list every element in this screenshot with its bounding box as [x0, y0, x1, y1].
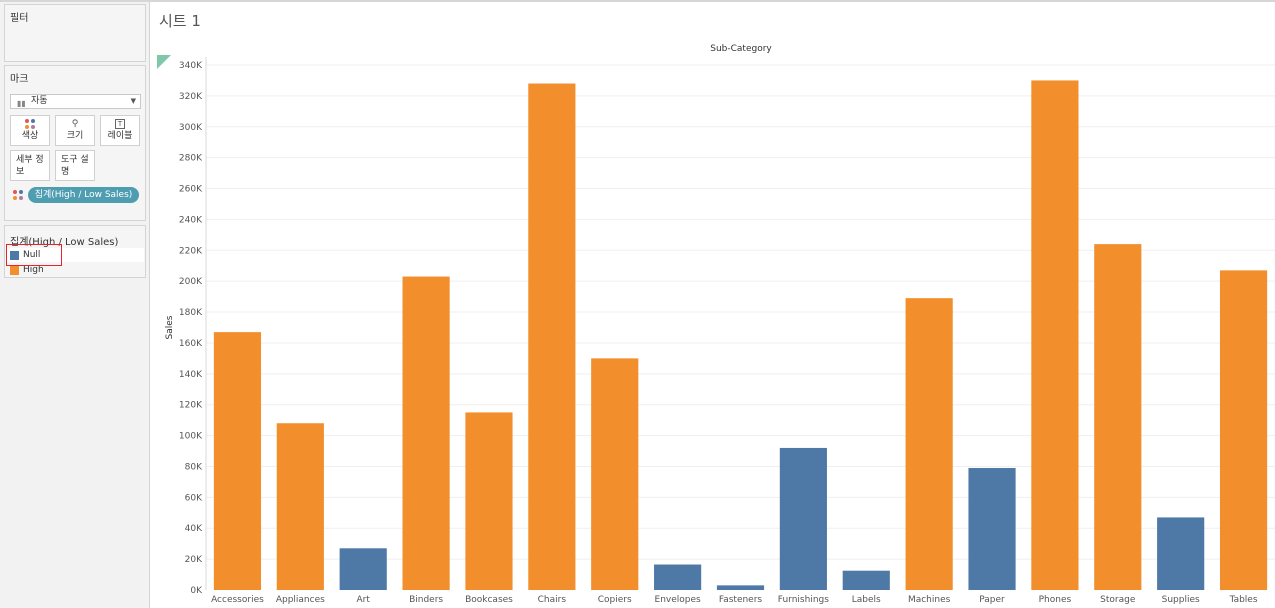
corner-marker [157, 55, 171, 69]
bar-labels [842, 570, 890, 590]
column-header: Sub-Category [710, 44, 772, 54]
x-tick-label: Phones [1039, 595, 1072, 605]
legend-item-null[interactable]: Null [7, 248, 144, 262]
bar-art [339, 548, 387, 590]
bar-envelopes [654, 564, 702, 590]
bar-chart: Sub-Category 0K 20K 40K 60K 80K 100K 120K 140K 16… [157, 44, 1275, 605]
bar-appliances [276, 423, 324, 590]
bar-furnishings [779, 447, 827, 590]
x-tick-label: Envelopes [655, 595, 702, 605]
size-button[interactable]: ⚲ 크기 [55, 115, 95, 146]
sheet-title: 시트 1 [159, 12, 201, 30]
x-tick-label: Bookcases [465, 595, 513, 605]
detail-button[interactable]: 세부 정 보 [10, 150, 50, 181]
bar-supplies [1157, 517, 1205, 590]
size-icon: ⚲ [71, 119, 79, 129]
x-tick-label: Art [357, 595, 371, 605]
legend-swatch [10, 266, 19, 275]
label-button[interactable]: T 레이블 [100, 115, 140, 146]
y-tick-label: 160K [179, 339, 203, 349]
bar-chart-icon: ▮▮ [17, 99, 26, 108]
marks-title: 마크 [10, 74, 29, 85]
x-tick-label: Copiers [598, 595, 632, 605]
text-label-icon: T [101, 116, 139, 131]
x-tick-label: Supplies [1162, 595, 1200, 605]
y-tick-label: 60K [185, 493, 203, 503]
marks-card: 마크 ▮▮ 자동 ▼ 색상 ⚲ 크기 T 레이블 세부 정 보 도구 설 명 [4, 65, 146, 221]
x-tick-label: Accessories [211, 595, 264, 605]
bar-accessories [213, 332, 262, 590]
y-tick-label: 20K [185, 555, 203, 565]
bar-copiers [591, 358, 639, 590]
color-button[interactable]: 색상 [10, 115, 50, 146]
tooltip-button[interactable]: 도구 설 명 [55, 150, 95, 181]
bar-machines [905, 298, 953, 590]
color-legend: 집계(High / Low Sales) Null High [4, 225, 146, 278]
y-tick-label: 300K [179, 123, 203, 133]
x-tick-label: Labels [852, 595, 881, 605]
y-tick-label: 280K [179, 154, 203, 164]
y-tick-label: 320K [179, 92, 203, 102]
highlight-box [6, 244, 62, 266]
y-axis-label: Sales [165, 315, 175, 339]
x-tick-label: Tables [1229, 595, 1258, 605]
color-field-pill[interactable]: 집계(High / Low Sales) [28, 187, 139, 203]
y-tick-label: 40K [185, 524, 203, 534]
y-tick-label: 140K [179, 370, 203, 380]
y-tick-label: 100K [179, 432, 203, 442]
bar-binders [402, 276, 450, 590]
filters-title: 필터 [10, 13, 29, 24]
x-tick-label: Machines [908, 595, 951, 605]
mark-type-dropdown[interactable]: ▮▮ 자동 ▼ [10, 94, 141, 109]
legend-swatch [10, 251, 19, 260]
legend-title: 집계(High / Low Sales) [10, 237, 119, 248]
legend-item-high[interactable]: High [7, 263, 144, 277]
bar-fasteners [716, 585, 765, 590]
bar-storage [1094, 244, 1142, 590]
bar-bookcases [465, 412, 513, 590]
y-tick-label: 240K [179, 215, 203, 225]
sidebar: 필터 마크 ▮▮ 자동 ▼ 색상 ⚲ 크기 T 레이블 세부 정 보 도구 설 [0, 2, 150, 608]
y-tick-label: 260K [179, 185, 203, 195]
y-tick-label: 220K [179, 246, 203, 256]
x-tick-label: Storage [1100, 595, 1136, 605]
x-tick-label: Binders [409, 595, 443, 605]
chevron-down-icon: ▼ [130, 97, 136, 105]
x-tick-label: Furnishings [778, 595, 829, 605]
bar-paper [968, 468, 1016, 590]
y-tick-label: 0K [190, 586, 203, 596]
bar-phones [1031, 80, 1079, 591]
y-tick-label: 120K [179, 401, 203, 411]
y-tick-label: 200K [179, 277, 203, 287]
top-border [0, 0, 1275, 2]
bar-tables [1219, 270, 1268, 590]
y-tick-label: 80K [185, 462, 203, 472]
bar-chairs [528, 83, 576, 590]
color-dots-icon [13, 190, 24, 201]
color-dots-icon [11, 116, 49, 131]
filters-shelf[interactable]: 필터 [4, 4, 146, 62]
y-tick-label: 180K [179, 308, 203, 318]
y-tick-label: 340K [179, 61, 203, 71]
x-tick-label: Paper [979, 595, 1005, 605]
x-tick-label: Appliances [276, 595, 325, 605]
x-tick-label: Fasteners [719, 595, 763, 605]
color-field-row: 집계(High / Low Sales) [13, 187, 145, 203]
x-tick-label: Chairs [538, 595, 567, 605]
mark-type-value: 자동 [31, 96, 48, 106]
